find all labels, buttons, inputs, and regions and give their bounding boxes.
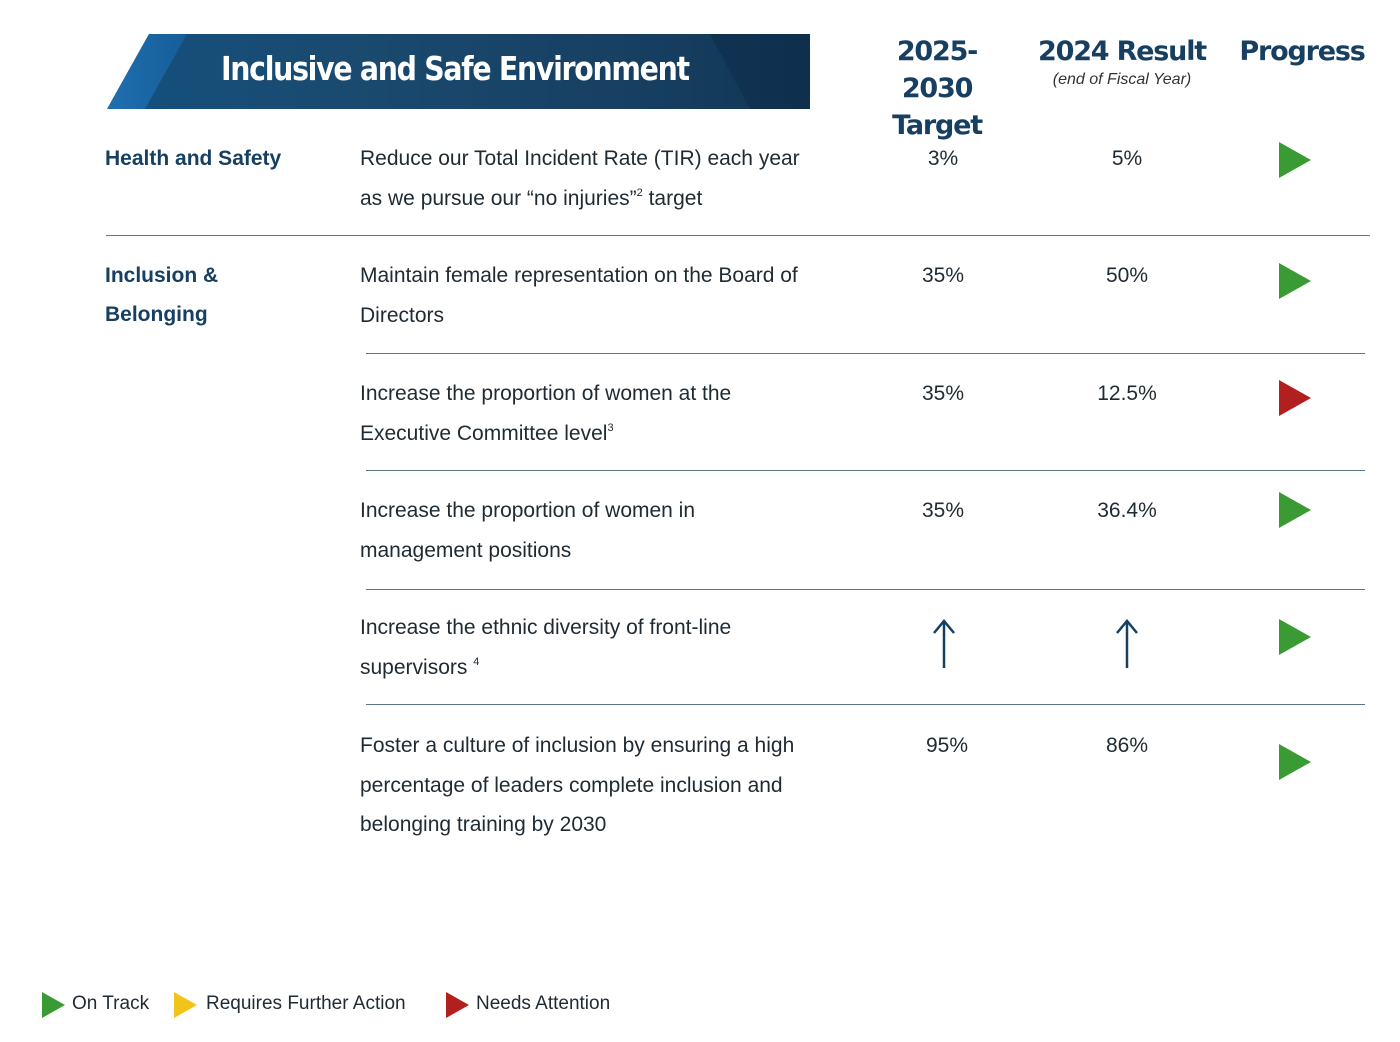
goal-line: Increase the proportion of women in [360, 499, 696, 522]
requires-action-triangle-icon [174, 992, 197, 1018]
up-arrow-icon [1116, 619, 1138, 668]
section-title: Inclusive and Safe Environment [221, 49, 690, 88]
goal-description: Increase the proportion of women in mana… [360, 491, 860, 570]
goal-line: Foster a culture of inclusion by ensurin… [360, 734, 795, 757]
result-value: 86% [1105, 734, 1149, 757]
goal-line: management positions [360, 538, 572, 562]
target-value: 35% [921, 499, 965, 522]
target-value: 95% [925, 734, 969, 757]
target-value: 35% [921, 382, 965, 405]
row-divider [366, 470, 1365, 471]
row-divider [366, 353, 1365, 354]
on-track-triangle-icon [1279, 263, 1311, 299]
footnote-marker: 3 [607, 421, 614, 434]
row-divider [366, 704, 1365, 705]
on-track-triangle-icon [42, 992, 65, 1018]
target-value: 3% [927, 147, 959, 170]
target-column-header: 2025-2030 Target [862, 33, 1012, 144]
section-banner: Inclusive and Safe Environment [107, 34, 810, 109]
goal-line: belonging training by 2030 [360, 813, 607, 836]
result-column-header: 2024 Result (end of Fiscal Year) [1037, 33, 1207, 90]
goal-description: Reduce our Total Incident Rate (TIR) eac… [360, 139, 860, 218]
target-value: 35% [921, 264, 965, 287]
category-inclusion-line2: Belonging [105, 303, 208, 326]
up-arrow-icon [933, 619, 955, 668]
goal-description: Increase the proportion of women at the … [360, 374, 860, 453]
goal-line: Maintain female representation on the Bo… [360, 264, 798, 287]
result-value: 36.4% [1097, 499, 1157, 522]
goal-line: Increase the ethnic diversity of front-l… [360, 616, 732, 639]
target-header-line2: Target [892, 110, 983, 141]
on-track-triangle-icon [1279, 744, 1311, 780]
footnote-marker: 4 [473, 655, 480, 668]
legend-label: Needs Attention [476, 993, 611, 1014]
category-inclusion-belonging: Inclusion & Belonging [105, 256, 335, 334]
legend-label: On Track [72, 993, 150, 1014]
footnote-marker: 2 [636, 186, 643, 199]
goal-description: Maintain female representation on the Bo… [360, 256, 860, 335]
goal-description: Foster a culture of inclusion by ensurin… [360, 726, 860, 845]
needs-attention-triangle-icon [446, 992, 469, 1018]
result-value: 12.5% [1097, 382, 1157, 405]
target-header-line1: 2025-2030 [896, 36, 979, 104]
on-track-triangle-icon [1279, 492, 1311, 528]
goal-line: as we pursue our “no injuries” [360, 186, 637, 210]
section-divider [106, 235, 1370, 236]
goal-line: Reduce our Total Incident Rate (TIR) eac… [360, 147, 800, 170]
goal-line: Increase the proportion of women at the [360, 382, 732, 405]
row-divider [366, 589, 1365, 590]
on-track-triangle-icon [1279, 142, 1311, 178]
banner-accent-shade [710, 34, 810, 109]
needs-attention-triangle-icon [1279, 380, 1311, 416]
goal-line: target [642, 186, 703, 210]
goal-line: Executive Committee level [360, 421, 608, 445]
result-header-subtitle: (end of Fiscal Year) [1052, 71, 1192, 88]
on-track-triangle-icon [1279, 619, 1311, 655]
goal-line: percentage of leaders complete inclusion… [360, 773, 783, 797]
category-health-safety: Health and Safety [105, 147, 282, 170]
result-value: 5% [1111, 147, 1143, 170]
result-header-title: 2024 Result [1038, 36, 1207, 67]
goal-description: Increase the ethnic diversity of front-l… [360, 608, 860, 687]
category-inclusion-line1: Inclusion & [105, 264, 219, 287]
goal-line: Directors [360, 303, 445, 327]
banner-accent-stripe [107, 34, 187, 109]
progress-column-header: Progress [1239, 36, 1365, 67]
goal-line: supervisors [360, 655, 474, 679]
result-value: 50% [1105, 264, 1149, 287]
legend-label: Requires Further Action [206, 993, 406, 1014]
